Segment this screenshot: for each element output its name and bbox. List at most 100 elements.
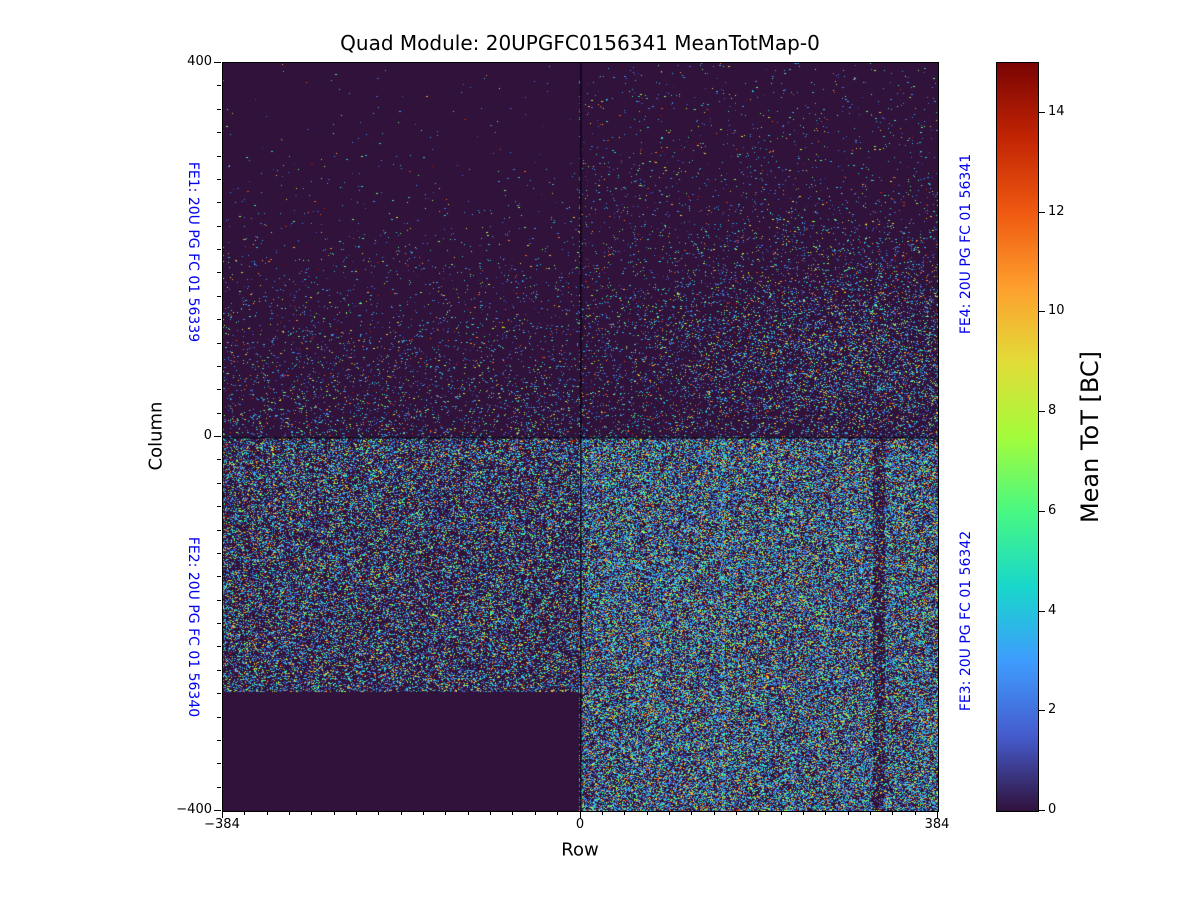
x-tick-label: −384: [204, 817, 240, 832]
x-major-tick: [222, 811, 223, 818]
y-major-tick: [214, 810, 221, 811]
x-minor-tick: [646, 811, 648, 815]
x-minor-tick: [423, 811, 425, 815]
colorbar-tick-label: 12: [1048, 203, 1065, 219]
fe4-chip-label: FE4: 20U PG FC 01 56341: [958, 153, 974, 335]
colorbar-tick-label: 10: [1048, 303, 1065, 319]
colorbar-tick: [1039, 710, 1045, 712]
x-minor-tick: [668, 811, 670, 815]
y-minor-tick: [217, 693, 221, 695]
x-minor-tick: [825, 811, 827, 815]
x-minor-tick: [333, 811, 335, 815]
colorbar-tick: [1039, 311, 1045, 313]
colorbar-tick: [1039, 610, 1045, 612]
heatmap-plot: [222, 62, 939, 812]
x-minor-tick: [512, 811, 514, 815]
x-minor-tick: [780, 811, 782, 815]
x-minor-tick: [378, 811, 380, 815]
y-minor-tick: [217, 225, 221, 227]
colorbar-tick: [1039, 211, 1045, 213]
colorbar-tick: [1039, 510, 1045, 512]
x-minor-tick: [847, 811, 849, 815]
y-minor-tick: [217, 249, 221, 250]
x-minor-tick: [356, 811, 358, 815]
colorbar: [996, 62, 1039, 812]
colorbar-tick-label: 14: [1048, 103, 1065, 119]
colorbar-tick-label: 2: [1048, 702, 1057, 718]
x-minor-tick: [445, 811, 447, 815]
y-minor-tick: [217, 412, 221, 414]
x-minor-tick: [713, 811, 715, 815]
y-minor-tick: [217, 739, 221, 741]
y-minor-tick: [217, 576, 221, 578]
colorbar-label: Mean ToT [BC]: [1076, 350, 1104, 524]
x-tick-label: 0: [575, 817, 585, 832]
y-major-tick: [214, 62, 221, 63]
x-minor-tick: [691, 811, 693, 815]
colorbar-tick: [1039, 810, 1045, 811]
colorbar-tick: [1039, 411, 1045, 413]
x-major-tick: [579, 811, 581, 818]
y-minor-tick: [217, 669, 221, 671]
x-minor-tick: [490, 811, 492, 815]
y-major-tick: [214, 436, 221, 437]
y-minor-tick: [217, 132, 221, 134]
x-minor-tick: [802, 811, 804, 815]
y-minor-tick: [217, 786, 221, 788]
y-minor-tick: [217, 342, 221, 344]
y-minor-tick: [217, 716, 221, 718]
chart-title: Quad Module: 20UPGFC0156341 MeanTotMap-0: [340, 31, 820, 55]
x-axis-label: Row: [561, 839, 599, 861]
y-minor-tick: [217, 295, 221, 297]
y-minor-tick: [217, 459, 221, 461]
y-minor-tick: [217, 85, 221, 87]
x-minor-tick: [467, 811, 469, 815]
y-minor-tick: [217, 319, 221, 321]
x-minor-tick: [244, 811, 246, 815]
x-minor-tick: [914, 811, 916, 815]
y-minor-tick: [217, 599, 221, 601]
x-minor-tick: [624, 811, 626, 815]
x-minor-tick: [758, 811, 760, 815]
y-minor-tick: [217, 482, 221, 484]
x-major-tick: [937, 811, 938, 818]
colorbar-tick-label: 8: [1048, 403, 1057, 419]
x-tick-label: 384: [924, 817, 950, 832]
y-minor-tick: [217, 365, 221, 367]
y-minor-tick: [217, 389, 221, 391]
x-minor-tick: [400, 811, 402, 815]
y-minor-tick: [217, 646, 221, 648]
y-minor-tick: [217, 202, 221, 204]
y-minor-tick: [217, 623, 221, 624]
x-minor-tick: [892, 811, 894, 815]
heatmap-canvas: [223, 63, 938, 811]
y-minor-tick: [217, 155, 221, 157]
x-minor-tick: [289, 811, 291, 815]
x-minor-tick: [557, 811, 559, 815]
x-minor-tick: [534, 811, 536, 815]
y-minor-tick: [217, 178, 221, 180]
x-minor-tick: [869, 811, 871, 815]
y-axis-label: Column: [145, 401, 167, 471]
colorbar-tick: [1039, 111, 1045, 113]
y-tick-label: 0: [203, 428, 212, 443]
y-tick-label: 400: [187, 54, 212, 69]
x-minor-tick: [735, 811, 737, 815]
fe3-chip-label: FE3: 20U PG FC 01 56342: [958, 530, 974, 712]
y-minor-tick: [217, 272, 221, 274]
x-minor-tick: [601, 811, 603, 815]
x-minor-tick: [266, 811, 268, 815]
y-minor-tick: [217, 108, 221, 110]
fe1-chip-label: FE1: 20U PG FC 01 56339: [185, 161, 201, 343]
colorbar-tick-label: 0: [1048, 802, 1057, 817]
y-tick-label: −400: [176, 802, 212, 817]
colorbar-tick-label: 6: [1048, 502, 1057, 518]
y-minor-tick: [217, 506, 221, 508]
colorbar-tick-label: 4: [1048, 602, 1057, 618]
x-minor-tick: [311, 811, 313, 815]
y-minor-tick: [217, 529, 221, 531]
y-minor-tick: [217, 763, 221, 765]
y-minor-tick: [217, 552, 221, 554]
fe2-chip-label: FE2: 20U PG FC 01 56340: [185, 536, 201, 718]
